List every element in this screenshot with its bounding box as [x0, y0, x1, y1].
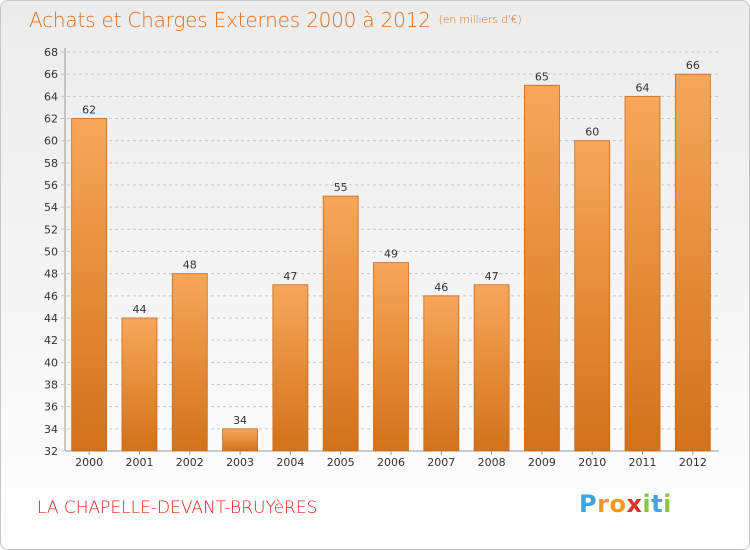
y-tick-label: 42: [44, 334, 58, 347]
x-tick-label: 2004: [276, 456, 304, 469]
x-tick-label: 2008: [478, 456, 506, 469]
y-tick-label: 38: [44, 379, 58, 392]
y-tick-label: 32: [44, 445, 58, 458]
y-tick-label: 50: [44, 246, 58, 259]
bar: [322, 195, 359, 452]
bar-value-label: 55: [334, 181, 348, 194]
y-tick-label: 64: [44, 90, 58, 103]
bar: [171, 273, 208, 452]
bar-value-label: 60: [585, 126, 599, 139]
bar: [624, 95, 661, 452]
bar-value-label: 44: [132, 303, 146, 316]
x-tick-label: 2012: [679, 456, 707, 469]
y-tick-label: 44: [44, 312, 58, 325]
y-tick-label: 52: [44, 223, 58, 236]
y-tick-label: 60: [44, 135, 58, 148]
x-tick-label: 2000: [75, 456, 103, 469]
y-tick-label: 48: [44, 268, 58, 281]
bar-value-label: 46: [434, 281, 448, 294]
logo-letter: P: [579, 490, 598, 518]
bar: [423, 295, 460, 452]
x-tick-label: 2006: [377, 456, 405, 469]
x-tick-label: 2009: [528, 456, 556, 469]
y-tick-label: 46: [44, 290, 58, 303]
x-tick-label: 2007: [427, 456, 455, 469]
bar-value-label: 34: [233, 414, 247, 427]
y-tick-label: 34: [44, 423, 58, 436]
bar-value-label: 65: [535, 70, 549, 83]
bar: [272, 284, 309, 452]
y-tick-label: 68: [44, 46, 58, 59]
bar-value-label: 47: [485, 270, 499, 283]
bar: [222, 428, 258, 452]
x-tick-label: 2011: [629, 456, 657, 469]
y-tick-label: 62: [44, 113, 58, 126]
chart-title-text: Achats et Charges Externes 2000 à 2012: [29, 8, 431, 32]
bar-value-label: 64: [636, 81, 650, 94]
chart-unit: (en milliers d'€): [438, 13, 522, 26]
logo-letter: i: [663, 490, 672, 518]
bar: [524, 84, 560, 452]
y-tick-label: 36: [44, 401, 58, 414]
logo-letter: x: [626, 490, 643, 518]
x-tick-label: 2003: [226, 456, 254, 469]
logo-letter: i: [642, 490, 652, 518]
y-tick-label: 54: [44, 201, 58, 214]
logo-letter: o: [609, 490, 627, 518]
bar-value-label: 62: [82, 104, 96, 117]
bar: [71, 118, 108, 452]
y-tick-label: 40: [44, 356, 58, 369]
y-tick-label: 58: [44, 157, 58, 170]
bar-value-label: 47: [283, 270, 297, 283]
logo-letter: t: [651, 490, 664, 518]
bar-value-label: 48: [183, 259, 197, 272]
x-tick-label: 2005: [327, 456, 355, 469]
logo-letter: r: [597, 490, 610, 518]
y-tick-label: 56: [44, 179, 58, 192]
bar: [574, 140, 611, 452]
bar: [473, 284, 510, 452]
location-label: LA CHAPELLE-DEVANT-BRUYèRES: [37, 498, 318, 518]
bar: [373, 262, 409, 452]
bar: [121, 317, 158, 452]
x-tick-label: 2010: [578, 456, 606, 469]
x-tick-label: 2001: [125, 456, 153, 469]
bar-value-label: 66: [686, 59, 700, 72]
chart-title: Achats et Charges Externes 2000 à 2012 (e…: [29, 8, 522, 32]
bar: [674, 73, 711, 452]
y-tick-label: 66: [44, 68, 58, 81]
x-tick-label: 2002: [176, 456, 204, 469]
bar-value-label: 49: [384, 248, 398, 261]
proxiti-logo: Proxiti: [579, 490, 672, 518]
